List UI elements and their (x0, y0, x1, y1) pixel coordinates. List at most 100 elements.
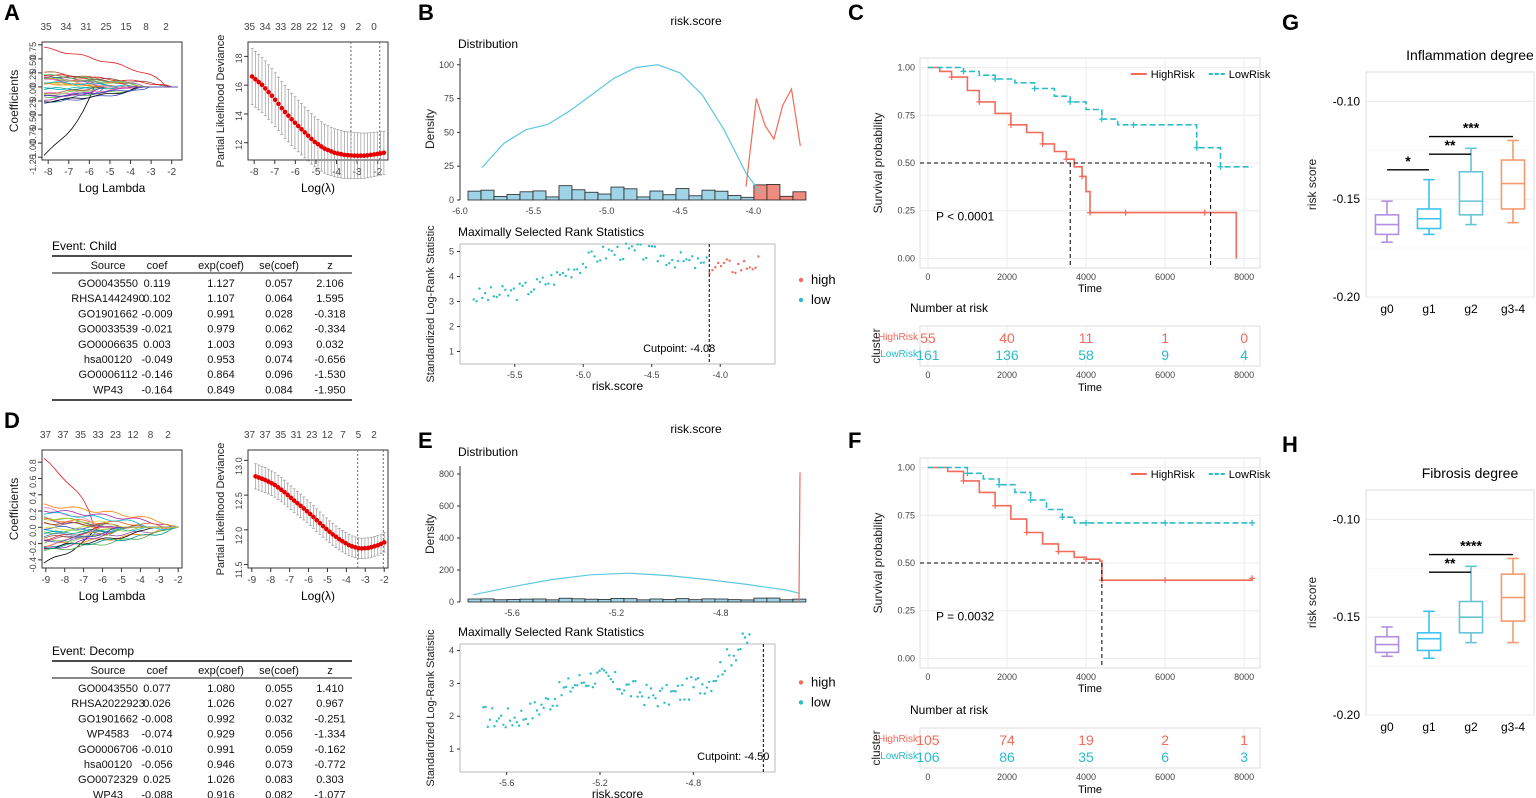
rank-stat-point (751, 268, 754, 271)
rank-stat-point (728, 654, 731, 657)
rank-stat-point (630, 245, 634, 248)
y-tick-label: 3 (449, 297, 454, 307)
rank-stat-point (590, 250, 593, 253)
rank-stat-point (515, 298, 519, 302)
top-tick-label: 31 (80, 22, 92, 33)
rank-stat-point (600, 667, 604, 671)
x-tick-label: 2000 (997, 272, 1017, 282)
x-tick-label: -9 (41, 575, 50, 586)
table-header: coef (147, 665, 169, 677)
top-tick-label: 2 (371, 430, 377, 441)
risk-table-title: Number at risk (910, 703, 989, 717)
table-cell: 1.410 (316, 683, 344, 695)
top-tick-label: 0 (371, 22, 377, 33)
significance-label: **** (1460, 538, 1482, 554)
table-cell: 0.864 (207, 369, 235, 381)
cv-point (282, 489, 287, 495)
censor-mark (1130, 121, 1137, 128)
rank-stat-point (591, 685, 595, 689)
histogram-bar (506, 194, 521, 201)
cox-table-0: Event: Child Source coef exp(coef) se(coef) z… (52, 239, 352, 401)
x-tick-label: -2 (373, 167, 382, 178)
x-tick-label: -4 (332, 167, 341, 178)
rank-stat-point (512, 287, 516, 290)
censor-mark (1193, 144, 1200, 151)
table-cell: 0.028 (265, 308, 293, 320)
histogram-bar (740, 196, 755, 201)
x-tick-label: -4.8 (713, 608, 729, 618)
legend-dot-low (798, 700, 804, 705)
rank-stat-point (636, 243, 639, 246)
top-tick-label: 9 (340, 22, 346, 33)
censor-mark (976, 98, 983, 105)
legend-label-high: HighRisk (1151, 69, 1196, 81)
y-tick-label: -0.50 (28, 112, 38, 133)
cv-point (351, 153, 357, 158)
km-chart-C: 0 2000 4000 6000 80000.000.250.500.751.00Tim… (869, 57, 1271, 394)
table-cell: 0.062 (265, 324, 293, 336)
rank-stat-point (674, 690, 677, 693)
x-tick-label: -6.0 (452, 206, 468, 216)
x-tick-label: 6000 (1155, 672, 1175, 682)
panel-label-G: G (1282, 10, 1299, 35)
table-cell: -0.009 (141, 308, 172, 320)
y-tick-label: 3 (449, 678, 454, 688)
cv-point (291, 498, 297, 503)
rank-stat-point (558, 680, 561, 684)
table-cell: GO0043550 (78, 278, 138, 290)
rank-stat-point (654, 697, 657, 700)
coef-path-line (44, 86, 178, 97)
cv-point (302, 130, 308, 135)
rank-stat-point (564, 274, 567, 278)
rank-stat-point (690, 675, 693, 679)
x-axis-label: Time (1078, 784, 1102, 796)
x-tick-label: -5.0 (576, 370, 592, 380)
histogram-bar (480, 598, 495, 603)
histogram-bar (467, 598, 482, 603)
rank-stat-point (734, 271, 737, 275)
risk-count: 2 (1161, 732, 1169, 748)
cv-point (289, 117, 294, 122)
histogram-bar (597, 599, 612, 603)
rank-stat-point (721, 673, 724, 676)
y-tick-label: -0.15 (1333, 192, 1361, 206)
x-tick-label: -9 (247, 575, 256, 586)
rank-stat-point (678, 698, 682, 701)
rank-stat-point (535, 278, 539, 281)
table-cell: 0.077 (143, 683, 171, 695)
y-axis-label: Survival probability (871, 513, 885, 614)
coef-path-line (44, 74, 178, 88)
rank-stat-point (584, 266, 588, 269)
table-cell: 1.107 (207, 293, 235, 305)
rank-stat-point (737, 648, 740, 651)
table-cell: 0.027 (265, 698, 293, 710)
risk-row-label: HighRisk (878, 332, 919, 343)
y-tick-label: 100 (439, 60, 454, 70)
table-cell: 0.057 (265, 278, 293, 290)
histogram-bar (675, 598, 690, 603)
cv-point (272, 97, 278, 103)
cv-point (307, 511, 313, 517)
x-tick-label: -3 (147, 167, 156, 178)
x-tick-label: 4000 (1076, 672, 1096, 682)
coef-path-line (44, 46, 178, 88)
top-tick-label: 33 (275, 22, 287, 33)
x-tick-label: g0 (1380, 302, 1394, 316)
table-cell: 1.026 (207, 698, 235, 710)
rank-stat-point (743, 636, 747, 639)
top-tick-label: 33 (92, 430, 104, 441)
y-tick-label: 0.00 (28, 84, 38, 102)
cv-point (381, 150, 387, 156)
maxstat-chart-B2: Maximally Selected Rank Statistics -5.5 -5… (425, 225, 836, 393)
histogram-bar (792, 191, 807, 201)
y-tick-label: 0.75 (28, 42, 38, 60)
table-cell: 2.106 (316, 278, 344, 290)
rank-stat-point (607, 248, 611, 251)
y-axis-label: Density (423, 514, 437, 554)
chart-subtitle: Distribution (458, 37, 518, 51)
risk-count: 1 (1161, 330, 1169, 346)
top-tick-label: 37 (260, 430, 272, 441)
y-tick-label: 12.0 (234, 527, 244, 545)
x-tick-label: -4 (126, 167, 135, 178)
